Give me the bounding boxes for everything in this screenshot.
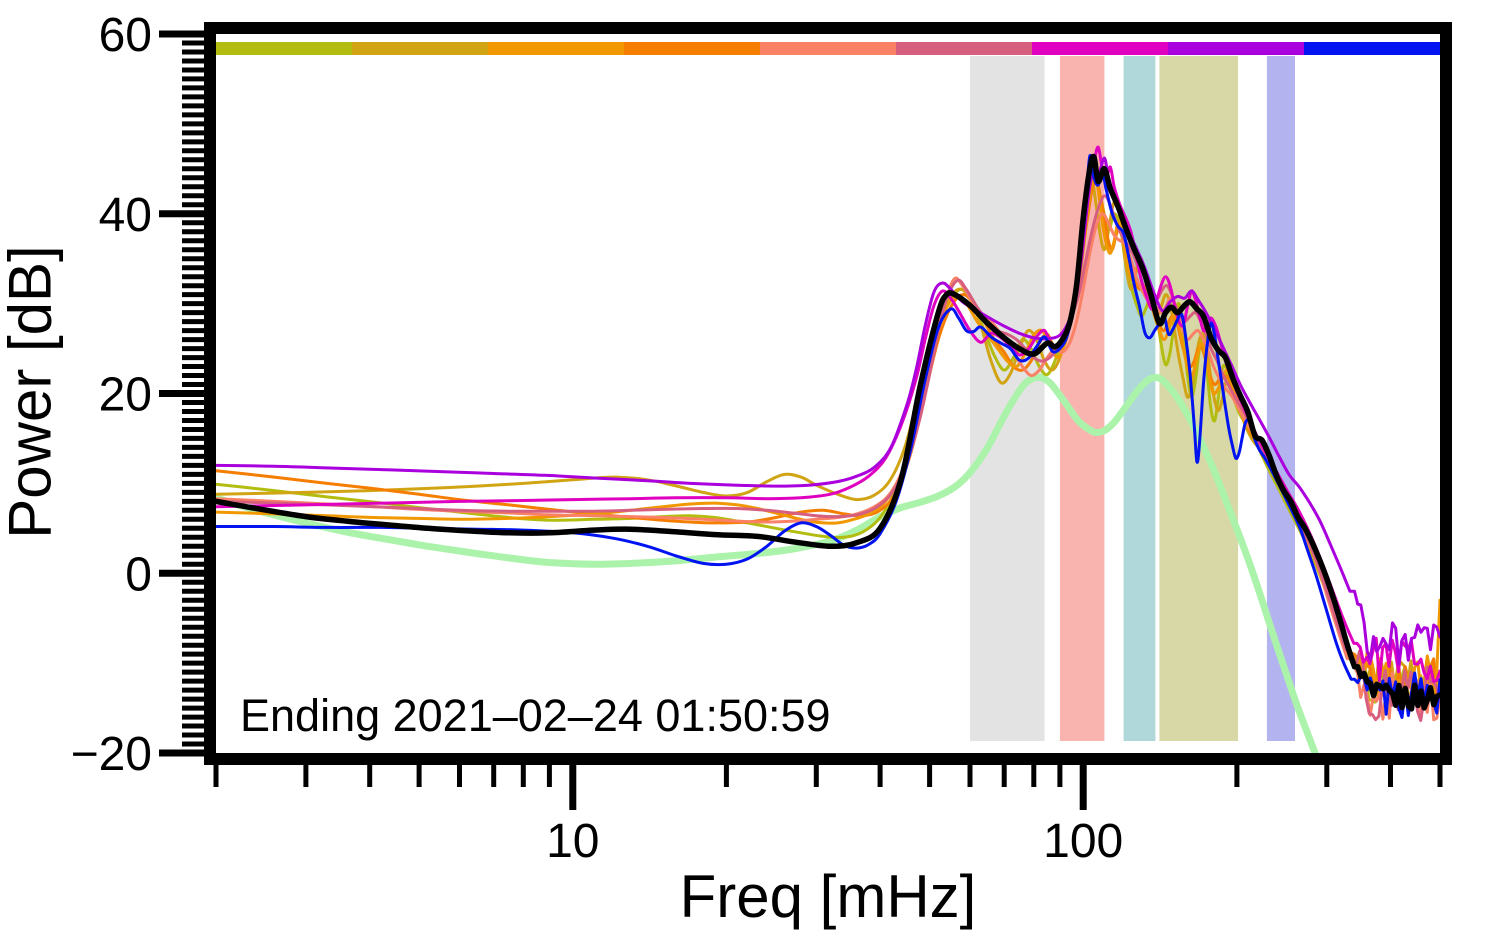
colorbar-segment-2: [352, 42, 489, 55]
segment-5-salmon: [216, 212, 1440, 722]
plot-frame: [204, 22, 1452, 765]
colorbar-segment-5: [760, 42, 897, 55]
reference-model: [216, 373, 1319, 753]
colorbar-segment-3: [488, 42, 625, 55]
y-tick-label: 20: [99, 369, 152, 422]
y-tick-label: −20: [71, 728, 152, 781]
segment-6-crimson: [216, 194, 1440, 722]
band-olive: [1159, 56, 1238, 741]
x-axis-label: Freq [mHz]: [679, 863, 977, 930]
x-tick-label: 100: [1043, 815, 1123, 868]
colorbar-segment-9: [1304, 42, 1441, 55]
ending-timestamp-annotation: Ending 2021–02–24 01:50:59: [240, 690, 831, 741]
colorbar-segment-8: [1168, 42, 1305, 55]
band-pink: [1059, 56, 1105, 741]
colorbar-segment-4: [624, 42, 761, 55]
colorbar-segment-6: [896, 42, 1033, 55]
colorbar-segment-1: [216, 42, 353, 55]
colorbar-segment-7: [1032, 42, 1169, 55]
y-tick-label: 40: [99, 189, 152, 242]
segment-8-purple: [216, 156, 1440, 666]
segment-3-orange: [216, 170, 1440, 697]
y-tick-label: 60: [99, 9, 152, 62]
band-gray: [970, 56, 1045, 741]
mean-spectrum-black: [216, 153, 1440, 712]
x-tick-label: 10: [546, 815, 599, 868]
y-tick-label: 0: [125, 548, 152, 601]
y-axis-label: Power [dB]: [0, 245, 64, 539]
